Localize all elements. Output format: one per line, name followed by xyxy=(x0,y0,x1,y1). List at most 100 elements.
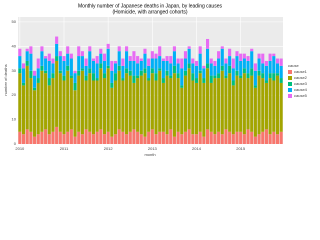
bar-segment xyxy=(242,53,246,59)
bar-segment xyxy=(66,53,70,66)
bar-segment xyxy=(21,82,26,86)
bar-segment xyxy=(80,56,84,69)
bar-segment xyxy=(183,58,188,71)
bar-segment xyxy=(25,51,29,61)
bar-segment xyxy=(51,73,55,79)
bar-segment xyxy=(25,48,29,52)
bar-segment xyxy=(110,82,114,88)
legend-swatch xyxy=(288,82,292,86)
bar-segment xyxy=(51,58,55,64)
bar-segment xyxy=(261,73,265,79)
bar-segment xyxy=(106,68,110,132)
bar-segment xyxy=(18,56,22,69)
bar-segment xyxy=(110,60,114,71)
bar-segment xyxy=(139,75,143,135)
bar-segment xyxy=(264,80,268,83)
bar-segment xyxy=(213,134,217,144)
bar-segment xyxy=(257,70,261,76)
bar-segment xyxy=(206,129,210,144)
bar-segment xyxy=(95,56,99,64)
bar-segment xyxy=(99,68,103,130)
bar-segment xyxy=(161,58,165,61)
bar-segment xyxy=(62,56,66,61)
bar-segment xyxy=(264,60,268,66)
bar-segment xyxy=(191,134,195,144)
bar-segment xyxy=(198,70,202,74)
bar-segment xyxy=(69,78,73,130)
bar-segment xyxy=(88,46,92,52)
bar-segment xyxy=(136,56,140,64)
bar-segment xyxy=(228,131,232,144)
bar-segment xyxy=(209,75,213,83)
bar-segment xyxy=(250,75,254,132)
bar-segment xyxy=(261,131,265,144)
bar-segment xyxy=(279,58,283,66)
bar-segment xyxy=(36,82,40,135)
bar-segment xyxy=(268,73,272,79)
bar-segment xyxy=(99,63,103,69)
bar-segment xyxy=(73,136,77,144)
chart-title: Monthly number of Japanese deaths in Jap… xyxy=(78,3,222,9)
bar-segment xyxy=(209,58,213,64)
bar-segment xyxy=(272,131,276,144)
bar-segment xyxy=(235,75,239,132)
bar-segment xyxy=(268,78,272,135)
bar-segment xyxy=(161,78,165,83)
bar-segment xyxy=(150,129,154,144)
bar-segment xyxy=(40,131,44,144)
bar-segment xyxy=(29,70,33,79)
bar-segment xyxy=(187,68,191,130)
bar-segment xyxy=(73,73,77,83)
bar-segment xyxy=(165,70,169,76)
bar-segment xyxy=(176,73,180,79)
bar-segment xyxy=(80,134,84,144)
bar-segment xyxy=(279,131,283,144)
bar-segment xyxy=(217,51,221,59)
bar-segment xyxy=(113,134,118,144)
bar-segment xyxy=(29,46,33,54)
bar-segment xyxy=(220,48,224,66)
bar-segment xyxy=(250,68,254,76)
bar-segment xyxy=(40,70,44,132)
bar-segment xyxy=(213,75,217,79)
bar-segment xyxy=(121,65,125,79)
bar-segment xyxy=(183,131,188,144)
bar-segment xyxy=(150,73,154,130)
bar-segment xyxy=(58,56,62,71)
bar-segment xyxy=(51,78,55,132)
bar-segment xyxy=(261,78,265,132)
bar-segment xyxy=(191,58,195,64)
bar-segment xyxy=(253,87,257,137)
bar-segment xyxy=(125,46,129,52)
bar-segment xyxy=(66,46,70,54)
bar-segment xyxy=(113,73,118,81)
bar-segment xyxy=(40,46,44,52)
bar-segment xyxy=(198,53,202,71)
bar-segment xyxy=(264,82,268,130)
bar-segment xyxy=(143,73,147,137)
bar-segment xyxy=(69,75,73,79)
bar-segment xyxy=(183,70,188,76)
bar-segment xyxy=(180,134,184,144)
bar-segment xyxy=(47,78,51,86)
bar-segment xyxy=(84,58,88,66)
bar-segment xyxy=(154,58,158,74)
bar-segment xyxy=(202,82,206,137)
bar-segment xyxy=(102,60,107,74)
bar-segment xyxy=(128,70,132,76)
bar-segment xyxy=(183,75,188,132)
bar-segment xyxy=(228,73,232,132)
bar-segment xyxy=(88,131,92,144)
bar-segment xyxy=(275,134,280,144)
bar-segment xyxy=(224,129,228,144)
bar-segment xyxy=(206,68,210,130)
bar-segment xyxy=(235,56,239,71)
bar-segment xyxy=(242,58,246,69)
x-tick-label: 2015 xyxy=(236,146,246,151)
bar-segment xyxy=(55,56,59,61)
bar-segment xyxy=(220,46,224,49)
bar-segment xyxy=(235,70,239,76)
bar-segment xyxy=(158,70,162,132)
bar-segment xyxy=(132,60,136,76)
bar-segment xyxy=(275,58,280,64)
